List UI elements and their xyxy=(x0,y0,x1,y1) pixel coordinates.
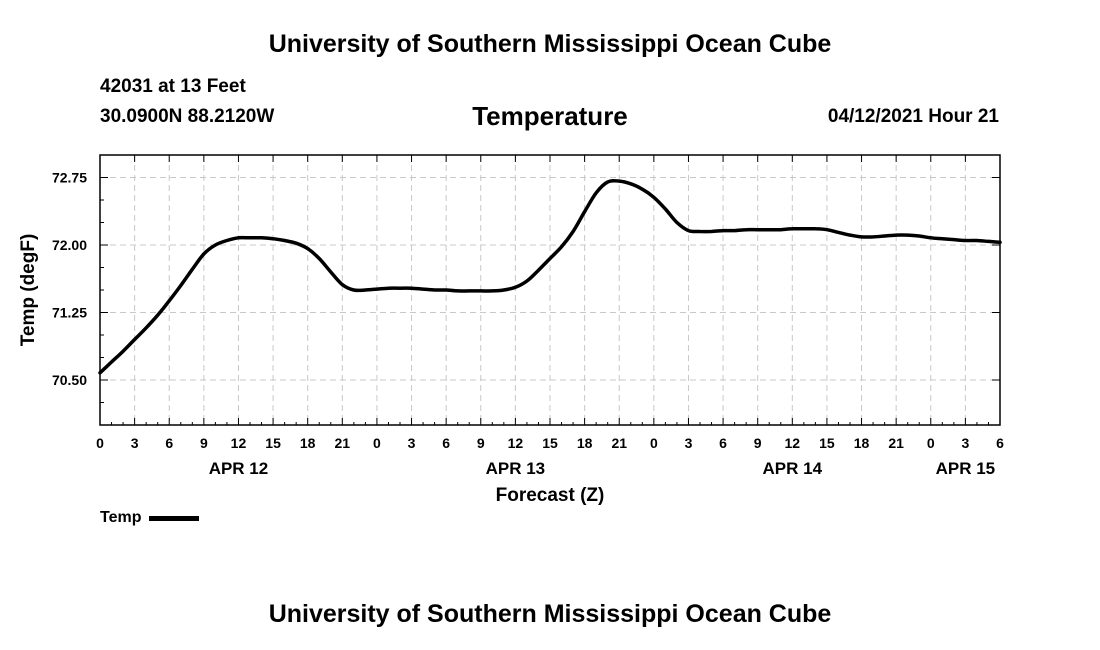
y-tick-label: 70.50 xyxy=(52,372,87,388)
x-tick-label: 18 xyxy=(854,435,870,451)
x-tick-label: 21 xyxy=(888,435,904,451)
coordinates-label: 30.0900N 88.2120W xyxy=(100,106,275,127)
plot-frame xyxy=(99,154,1001,426)
legend-swatch xyxy=(149,515,200,521)
x-tick-label: 0 xyxy=(650,435,658,451)
y-axis-title: Temp (degF) xyxy=(18,234,39,347)
chart-title: Temperature xyxy=(472,101,628,131)
date-label: APR 14 xyxy=(763,459,823,478)
x-tick-label: 18 xyxy=(300,435,316,451)
x-tick-label: 3 xyxy=(961,435,969,451)
x-tick-label: 9 xyxy=(477,435,485,451)
temp-series-line xyxy=(98,178,1002,375)
x-axis-title: Forecast (Z) xyxy=(496,485,605,506)
x-tick-label: 3 xyxy=(131,435,139,451)
page-title: University of Southern Mississippi Ocean… xyxy=(268,30,832,58)
x-tick-label: 3 xyxy=(685,435,693,451)
x-tick-label: 3 xyxy=(408,435,416,451)
date-label: APR 15 xyxy=(936,459,996,478)
x-tick-label: 0 xyxy=(927,435,935,451)
x-tick-label: 18 xyxy=(577,435,593,451)
y-tick-label: 71.25 xyxy=(52,305,87,321)
x-tick-label: 21 xyxy=(335,435,351,451)
x-tick-label: 6 xyxy=(442,435,450,451)
x-tick-label: 21 xyxy=(611,435,627,451)
x-tick-label: 6 xyxy=(996,435,1004,451)
timestamp-label: 04/12/2021 Hour 21 xyxy=(827,106,999,127)
legend: Temp xyxy=(100,509,200,527)
x-tick-label: 6 xyxy=(165,435,173,451)
x-tick-label: 0 xyxy=(373,435,381,451)
x-tick-label: 15 xyxy=(819,435,835,451)
x-tick-label: 12 xyxy=(231,435,247,451)
station-label: 42031 at 13 Feet xyxy=(100,76,246,97)
x-tick-label: 15 xyxy=(542,435,558,451)
x-tick-label: 9 xyxy=(754,435,762,451)
x-tick-label: 0 xyxy=(96,435,104,451)
x-tick-label: 12 xyxy=(785,435,801,451)
y-tick-label: 72.75 xyxy=(52,170,87,186)
x-tick-label: 9 xyxy=(200,435,208,451)
x-tick-label: 12 xyxy=(508,435,524,451)
x-tick-label: 15 xyxy=(265,435,281,451)
y-tick-label: 72.00 xyxy=(52,237,87,253)
x-tick-label: 6 xyxy=(719,435,727,451)
footer-title: University of Southern Mississippi Ocean… xyxy=(268,600,832,628)
date-label: APR 12 xyxy=(209,459,269,478)
legend-label: Temp xyxy=(100,509,142,526)
date-label: APR 13 xyxy=(486,459,546,478)
